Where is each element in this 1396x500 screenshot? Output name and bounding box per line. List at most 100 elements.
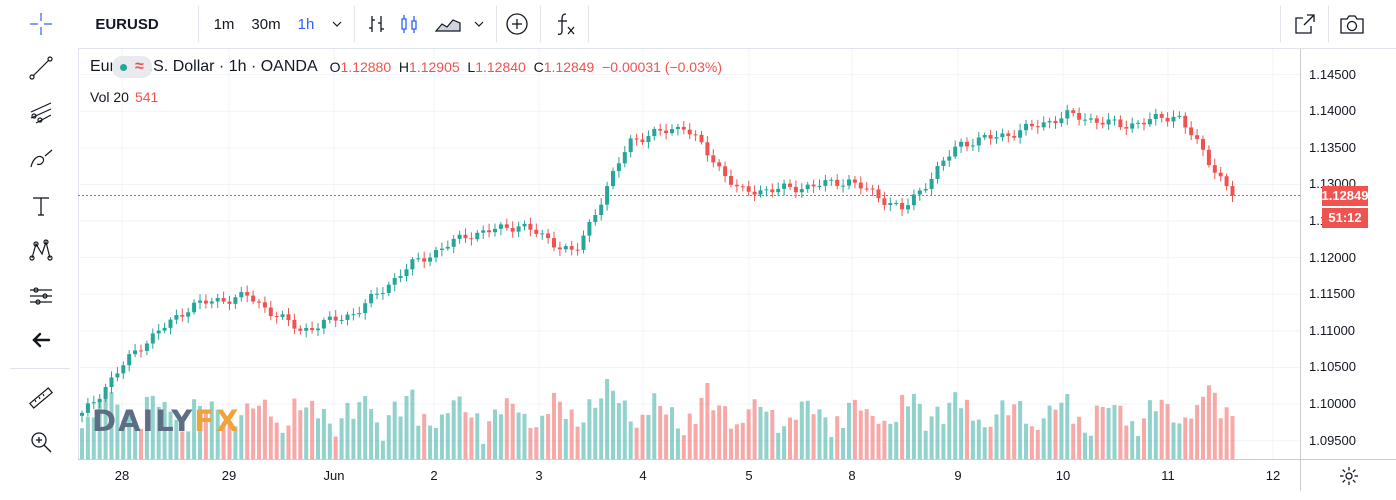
candle-body bbox=[493, 228, 497, 233]
last-price-tag: 1.12849 bbox=[1322, 185, 1369, 206]
candle-body bbox=[97, 398, 102, 403]
candle-chart-icon[interactable] bbox=[394, 0, 424, 48]
volume-bar bbox=[970, 420, 975, 459]
candle-body bbox=[510, 227, 515, 232]
candle-body bbox=[274, 316, 279, 318]
candle-body bbox=[1053, 120, 1058, 124]
crosshair-icon[interactable] bbox=[20, 6, 62, 42]
area-chart-icon[interactable] bbox=[430, 0, 466, 48]
candle-body bbox=[1035, 126, 1040, 128]
volume-bar bbox=[911, 393, 916, 459]
candle-body bbox=[847, 179, 851, 186]
candle-body bbox=[1153, 114, 1158, 120]
pitchfork-icon[interactable] bbox=[20, 94, 62, 130]
bar-chart-icon[interactable] bbox=[362, 0, 392, 48]
volume-bar bbox=[1018, 401, 1023, 459]
candle-body bbox=[534, 229, 539, 234]
text-icon[interactable] bbox=[20, 188, 62, 224]
back-arrow-icon[interactable] bbox=[20, 322, 62, 358]
chart-pane[interactable] bbox=[78, 49, 1300, 459]
snapshot-camera-icon[interactable] bbox=[1334, 0, 1370, 48]
volume-bar bbox=[1035, 429, 1040, 459]
candle-body bbox=[239, 292, 244, 298]
fullscreen-icon[interactable] bbox=[1288, 0, 1322, 48]
indicators-fx-icon[interactable] bbox=[548, 0, 582, 48]
candle-body bbox=[109, 377, 114, 388]
market-status-badge[interactable]: ≈ bbox=[112, 56, 152, 78]
ruler-icon[interactable] bbox=[20, 380, 62, 416]
candle-body bbox=[245, 292, 250, 296]
candle-body bbox=[1201, 138, 1205, 150]
chart-grid bbox=[78, 49, 1300, 459]
volume-bar bbox=[1171, 422, 1176, 459]
volume-bar bbox=[687, 413, 692, 459]
volume-value: 541 bbox=[134, 89, 159, 105]
volume-bar bbox=[681, 435, 686, 459]
candle-body bbox=[711, 155, 716, 163]
candle-body bbox=[670, 129, 674, 134]
candle-body bbox=[557, 247, 562, 250]
volume-bar bbox=[1124, 425, 1129, 459]
candle-body bbox=[504, 224, 509, 228]
volume-bar bbox=[534, 427, 539, 459]
candle-body bbox=[1059, 118, 1064, 124]
prediction-icon[interactable] bbox=[20, 278, 62, 314]
candle-body bbox=[516, 226, 521, 232]
candle-body bbox=[835, 179, 840, 186]
candle-body bbox=[870, 188, 875, 190]
volume-bar bbox=[917, 403, 922, 459]
price-axis[interactable]: 1.145001.140001.135001.130001.125001.120… bbox=[1300, 49, 1396, 459]
candle-body bbox=[1118, 119, 1123, 128]
volume-bar bbox=[351, 418, 356, 459]
add-compare-icon[interactable] bbox=[500, 0, 534, 48]
volume-bar bbox=[605, 379, 610, 459]
trend-line-icon[interactable] bbox=[20, 50, 62, 86]
volume-bar bbox=[770, 409, 775, 459]
candle-body bbox=[481, 230, 486, 233]
volume-bar bbox=[363, 396, 368, 459]
candle-body bbox=[144, 343, 149, 351]
brush-icon[interactable] bbox=[20, 140, 62, 176]
volume-bar bbox=[487, 421, 492, 459]
time-tick-label: 3 bbox=[535, 468, 543, 483]
candle-body bbox=[994, 137, 999, 139]
interval-30m-button[interactable]: 30m bbox=[251, 15, 281, 33]
volume-bar bbox=[888, 423, 893, 459]
volume-bar bbox=[1088, 435, 1093, 459]
axis-settings-button[interactable] bbox=[1300, 459, 1396, 491]
volume-bar bbox=[404, 395, 409, 459]
volume-bar bbox=[894, 421, 899, 459]
time-tick-label: 5 bbox=[745, 468, 753, 483]
volume-bar bbox=[203, 413, 208, 459]
volume-bar bbox=[121, 420, 126, 459]
time-tick-label: 12 bbox=[1265, 468, 1281, 483]
time-axis[interactable]: 28 29 Jun 2 3 4 5 8 9 10 11 12 bbox=[78, 459, 1300, 491]
volume-bar bbox=[758, 406, 763, 459]
chevron-down-icon[interactable] bbox=[326, 0, 348, 48]
candle-body bbox=[80, 412, 84, 416]
volume-bar bbox=[139, 428, 143, 459]
volume-bar bbox=[1153, 411, 1158, 459]
volume-bar bbox=[274, 422, 279, 459]
close-value: 1.12849 bbox=[543, 59, 595, 75]
interval-1h-button[interactable]: 1h bbox=[297, 15, 315, 33]
interval-1m-button[interactable]: 1m bbox=[213, 15, 235, 33]
volume-legend[interactable]: Vol 20 541 bbox=[90, 89, 158, 105]
volume-bar bbox=[935, 406, 940, 459]
zoom-in-icon[interactable] bbox=[20, 424, 62, 460]
candle-body bbox=[563, 246, 568, 250]
candle-body bbox=[1083, 119, 1087, 121]
candle-body bbox=[611, 171, 615, 187]
volume-bar bbox=[422, 413, 427, 459]
candle-body bbox=[221, 298, 226, 302]
volume-bar bbox=[357, 402, 362, 459]
symbol-search-button[interactable]: EURUSD bbox=[95, 15, 159, 33]
candle-body bbox=[764, 189, 769, 191]
volume-bar bbox=[1106, 408, 1111, 459]
candle-body bbox=[292, 319, 297, 329]
candle-body bbox=[923, 188, 928, 191]
chevron-down-icon[interactable] bbox=[468, 0, 490, 48]
pattern-icon[interactable] bbox=[20, 232, 62, 268]
candle-body bbox=[976, 137, 981, 146]
toolbar-divider bbox=[588, 6, 589, 42]
